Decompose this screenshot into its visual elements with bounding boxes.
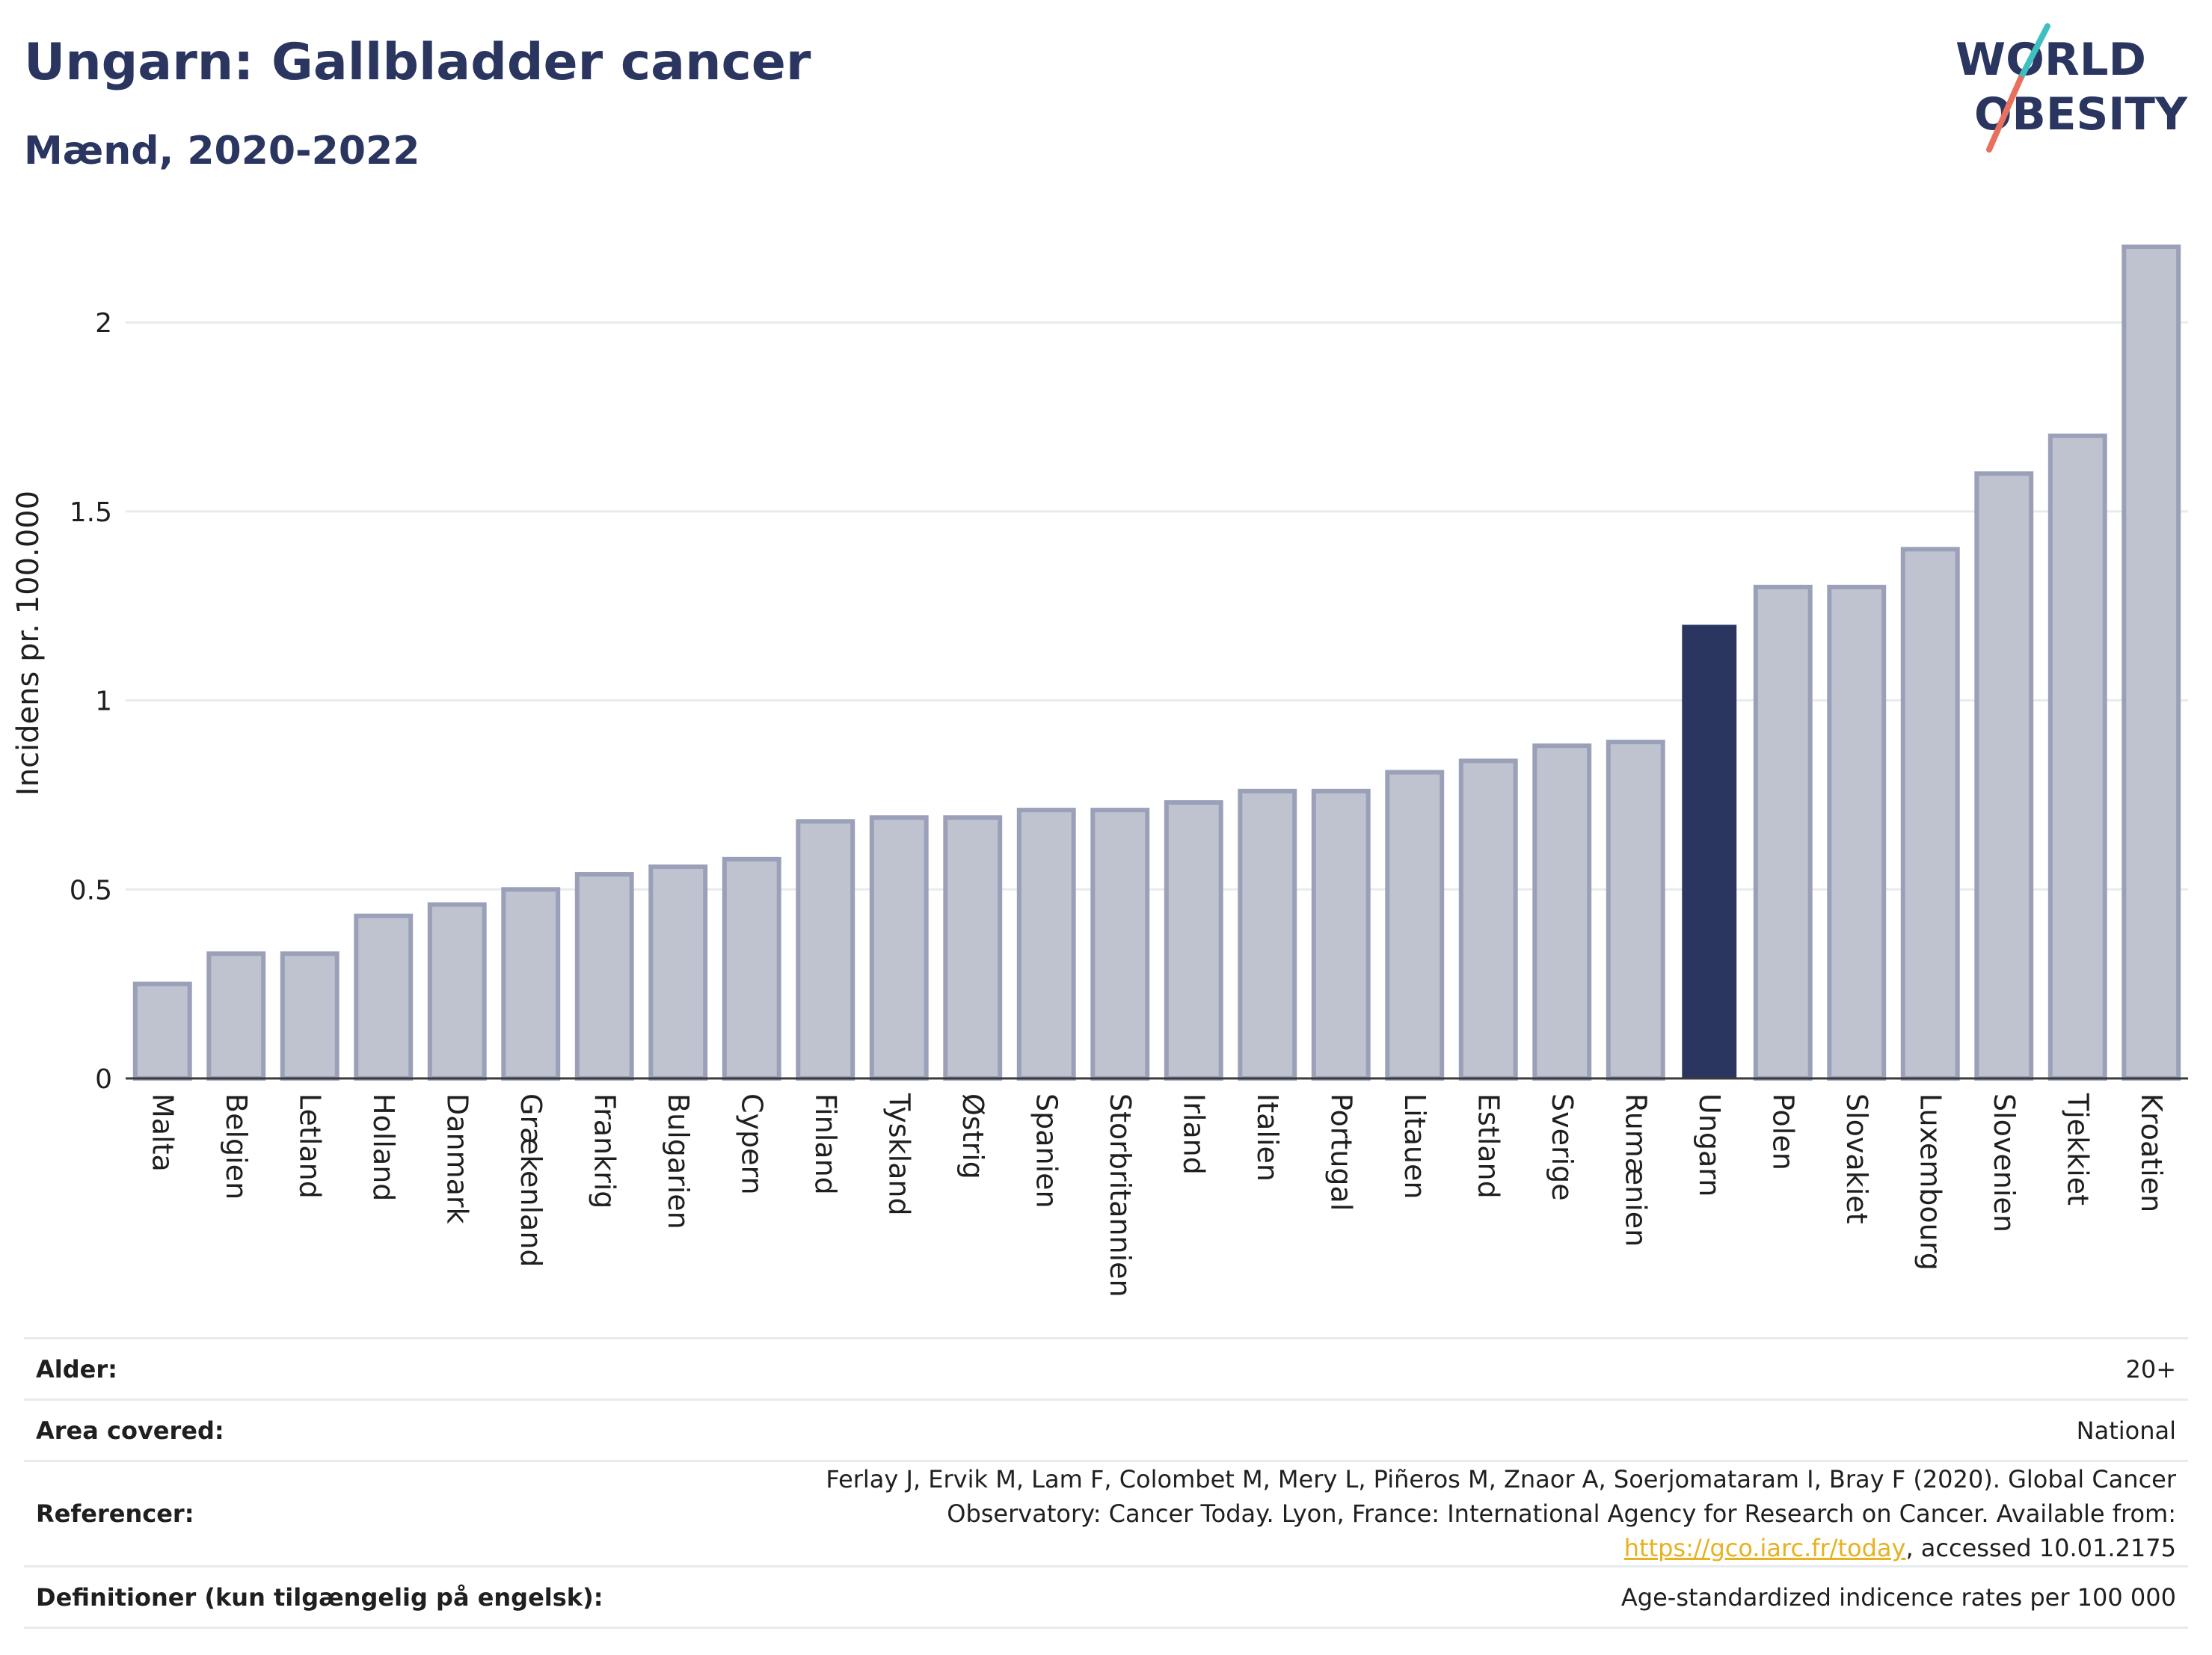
- y-tick-label: 0: [95, 1064, 112, 1095]
- x-tick-label: Tjekkiet: [2061, 1093, 2094, 1206]
- meta-row-area: Area covered: National: [24, 1398, 2188, 1461]
- meta-value: Age-standardized indicence rates per 100…: [661, 1565, 2188, 1629]
- bar: [1090, 808, 1150, 1081]
- bar: [869, 815, 929, 1081]
- bar: [354, 913, 414, 1081]
- x-tick-label: Belgien: [220, 1093, 253, 1200]
- x-tick-label: Luxembourg: [1914, 1093, 1947, 1271]
- y-tick-label: 2: [95, 308, 112, 339]
- x-tick-label: Irland: [1177, 1093, 1210, 1175]
- meta-key: Definitioner (kun tilgængelig på engelsk…: [24, 1565, 661, 1629]
- logo-line-1: WORLD: [1956, 34, 2146, 86]
- bar: [722, 856, 781, 1081]
- meta-row-definitions: Definitioner (kun tilgængelig på engelsk…: [24, 1565, 2188, 1629]
- x-tick-label: Spanien: [1030, 1093, 1063, 1209]
- bar: [1532, 743, 1592, 1081]
- meta-key: Area covered:: [24, 1398, 661, 1461]
- chart-title: Ungarn: Gallbladder cancer: [24, 33, 811, 92]
- x-tick-label: Cypern: [735, 1093, 768, 1195]
- y-tick-labels: 0 0.5 1 1.5 2: [70, 308, 112, 1095]
- x-tick-label: Holland: [367, 1093, 400, 1201]
- x-tick-label: Litauen: [1398, 1093, 1431, 1199]
- bar: [427, 902, 487, 1081]
- x-tick-label: Italien: [1251, 1093, 1284, 1182]
- bar: [2122, 245, 2181, 1081]
- y-tick-label: 1.5: [70, 497, 112, 528]
- meta-row-references: Referencer: Ferlay J, Ervik M, Lam F, Co…: [24, 1460, 2188, 1567]
- x-tick-labels: Malta Belgien Letland Holland Danmark Grækenl…: [146, 1093, 2168, 1298]
- x-tick-label: Portugal: [1324, 1093, 1357, 1211]
- bar: [206, 951, 266, 1081]
- x-tick-label: Danmark: [440, 1093, 473, 1224]
- bar: [501, 887, 561, 1081]
- bar-chart: 0 0.5 1 1.5 2 Malta Belgien Letland Holland Danm…: [70, 245, 2188, 1298]
- x-tick-label: Finland: [809, 1093, 842, 1195]
- x-tick-label: Slovenien: [1988, 1093, 2021, 1232]
- x-tick-label: Sverige: [1546, 1093, 1579, 1201]
- bar: [574, 872, 634, 1081]
- meta-value: National: [661, 1398, 2188, 1461]
- reference-accessed: , accessed 10.01.2175: [1905, 1534, 2176, 1562]
- bar: [1238, 788, 1297, 1081]
- bar: [1458, 758, 1518, 1081]
- x-tick-label: Rumænien: [1619, 1093, 1652, 1247]
- x-tick-label: Tyskland: [882, 1093, 915, 1216]
- x-tick-label: Ungarn: [1693, 1093, 1726, 1197]
- bar: [1606, 740, 1665, 1081]
- bar: [1385, 770, 1445, 1081]
- reference-link[interactable]: https://gco.iarc.fr/today: [1623, 1534, 1906, 1562]
- meta-key: Alder:: [24, 1337, 661, 1400]
- y-tick-label: 0.5: [70, 875, 112, 906]
- x-tick-label: Letland: [293, 1093, 326, 1199]
- bars: [132, 245, 2181, 1081]
- bar: [1682, 624, 1737, 1078]
- bar: [1900, 547, 1960, 1081]
- bar: [2047, 433, 2107, 1081]
- bar: [1827, 584, 1887, 1081]
- bar: [1974, 471, 2034, 1081]
- bar: [1753, 584, 1813, 1081]
- x-tick-label: Bulgarien: [662, 1093, 695, 1229]
- meta-value: Ferlay J, Ervik M, Lam F, Colombet M, Me…: [661, 1460, 2188, 1567]
- bar: [1016, 808, 1076, 1081]
- x-tick-label: Slovakiet: [1840, 1093, 1873, 1224]
- bar: [280, 951, 340, 1081]
- x-tick-label: Østrig: [956, 1093, 989, 1179]
- y-axis-label: Incidens pr. 100.000: [11, 490, 46, 796]
- meta-row-age: Alder: 20+: [24, 1337, 2188, 1400]
- chart-subtitle: Mænd, 2020-2022: [24, 129, 420, 174]
- x-tick-label: Polen: [1766, 1093, 1799, 1170]
- x-tick-label: Grækenland: [514, 1093, 547, 1268]
- bar: [796, 819, 855, 1081]
- logo-slash-teal: [2018, 23, 2050, 82]
- x-tick-label: Frankrig: [588, 1093, 621, 1209]
- meta-value: 20+: [661, 1337, 2188, 1400]
- bar: [943, 815, 1003, 1081]
- x-tick-label: Storbritannien: [1104, 1093, 1137, 1298]
- x-tick-label: Estland: [1472, 1093, 1505, 1199]
- bar: [132, 981, 192, 1081]
- bar: [648, 864, 708, 1081]
- metadata-table: Alder: 20+ Area covered: National Refere…: [24, 1337, 2188, 1629]
- meta-key: Referencer:: [24, 1460, 661, 1567]
- reference-text: Ferlay J, Ervik M, Lam F, Colombet M, Me…: [826, 1465, 2176, 1528]
- x-tick-label: Malta: [146, 1093, 179, 1172]
- x-tick-label: Kroatien: [2135, 1093, 2168, 1212]
- bar: [1311, 788, 1371, 1081]
- world-obesity-logo: WORLD OBESITY: [1956, 23, 2189, 153]
- y-tick-label: 1: [95, 687, 112, 717]
- logo-slash-coral: [1986, 76, 2024, 153]
- bar: [1164, 800, 1223, 1081]
